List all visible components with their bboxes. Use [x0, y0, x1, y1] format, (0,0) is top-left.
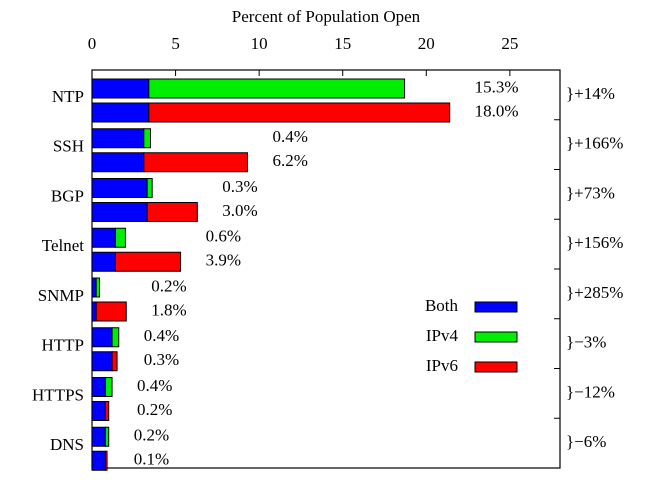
- change-label: }+166%: [566, 134, 623, 153]
- bar-segment: [91, 277, 97, 298]
- value-label: 0.4%: [137, 376, 172, 395]
- legend-swatch: [474, 331, 518, 343]
- y-tick-label: BGP: [51, 186, 84, 205]
- bar-segment: [91, 178, 148, 198]
- bar-segment: [104, 377, 113, 397]
- bar-segment: [91, 450, 106, 471]
- bar-segment: [143, 128, 151, 149]
- bar-segment: [114, 227, 126, 248]
- bar-segment: [95, 301, 127, 322]
- x-tick-label: 5: [171, 34, 180, 53]
- bar-segment: [91, 102, 150, 123]
- bar-segment: [91, 377, 106, 397]
- x-tick-label: 25: [501, 34, 518, 53]
- y-tick-label: Telnet: [42, 236, 85, 255]
- bar-segment: [148, 78, 406, 99]
- bar-segment: [91, 128, 145, 149]
- bar-segment: [91, 202, 148, 222]
- y-tick-label: SSH: [53, 137, 84, 156]
- x-tick-label: 0: [88, 34, 97, 53]
- value-label: 0.2%: [151, 276, 186, 295]
- bar-segment: [111, 351, 118, 372]
- x-tick-label: 20: [418, 34, 435, 53]
- value-label: 3.9%: [206, 251, 241, 270]
- value-label: 3.0%: [222, 201, 257, 220]
- bar-segment: [143, 152, 248, 173]
- bar-segment: [146, 178, 153, 198]
- bar-segment: [91, 227, 116, 248]
- bar-segment: [91, 401, 106, 421]
- bar-segment: [91, 351, 113, 372]
- change-label: }−3%: [566, 333, 606, 352]
- x-tick-label: 10: [251, 34, 268, 53]
- bar-segment: [111, 327, 120, 348]
- y-tick-label: SNMP: [38, 286, 84, 305]
- bar-segment: [91, 327, 113, 348]
- change-label: }−12%: [566, 382, 615, 401]
- value-label: 0.2%: [134, 426, 169, 445]
- bar-segment: [104, 426, 110, 447]
- value-label: 15.3%: [475, 77, 519, 96]
- bar-segment: [91, 78, 150, 99]
- value-label: 18.0%: [475, 101, 519, 120]
- bar-segment: [91, 301, 97, 322]
- bar-segment: [114, 251, 182, 272]
- value-label: 0.3%: [144, 350, 179, 369]
- value-label: 0.3%: [222, 177, 257, 196]
- value-label: 0.2%: [137, 400, 172, 419]
- bar-segment: [91, 251, 116, 272]
- chart-title: Percent of Population Open: [232, 7, 421, 26]
- value-label: 1.8%: [151, 300, 186, 319]
- bar-segment: [148, 102, 451, 123]
- x-tick-label: 15: [334, 34, 351, 53]
- y-tick-label: DNS: [50, 435, 84, 454]
- bar-segment: [104, 401, 110, 421]
- value-label: 6.2%: [272, 151, 307, 170]
- legend-label: IPv4: [426, 326, 459, 345]
- bar-segment: [91, 152, 145, 173]
- bar-segment: [104, 450, 108, 471]
- legend-label: IPv6: [426, 356, 458, 375]
- y-tick-label: HTTP: [42, 336, 85, 355]
- bar-segment: [95, 277, 101, 298]
- legend-label: Both: [425, 296, 459, 315]
- y-tick-label: NTP: [52, 87, 84, 106]
- y-tick-label: HTTPS: [32, 385, 84, 404]
- bar-segment: [146, 202, 198, 222]
- value-label: 0.6%: [206, 227, 241, 246]
- change-label: }−6%: [566, 432, 606, 451]
- legend-swatch: [474, 301, 518, 313]
- value-label: 0.1%: [134, 450, 169, 469]
- value-label: 0.4%: [272, 127, 307, 146]
- bar-segment: [91, 426, 106, 447]
- change-label: }+285%: [566, 283, 623, 302]
- change-label: }+73%: [566, 183, 615, 202]
- value-label: 0.4%: [144, 326, 179, 345]
- legend-swatch: [474, 361, 518, 373]
- change-label: }+14%: [566, 84, 615, 103]
- change-label: }+156%: [566, 233, 623, 252]
